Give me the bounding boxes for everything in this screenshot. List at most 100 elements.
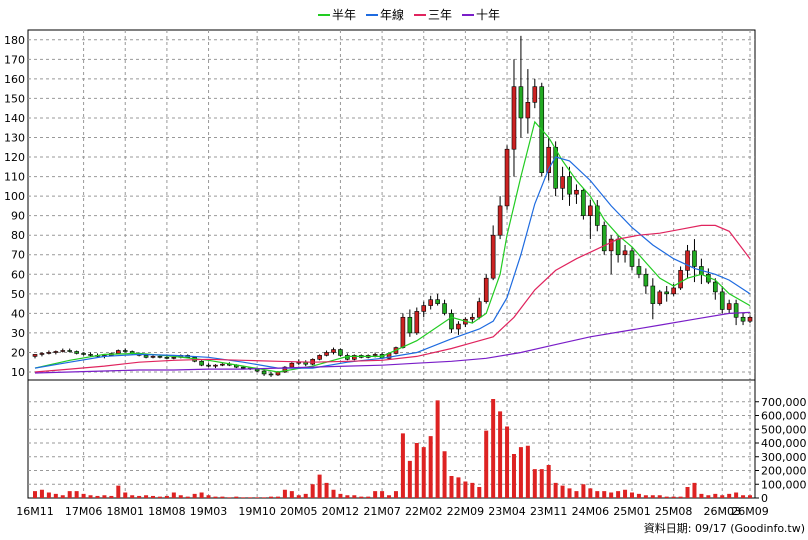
volume-bar xyxy=(602,491,607,498)
volume-tick-label: 500,000 xyxy=(761,423,807,436)
volume-bar xyxy=(88,495,93,498)
volume-bar xyxy=(393,491,398,498)
price-tick-label: 120 xyxy=(4,151,25,164)
candle-body xyxy=(268,373,274,376)
volume-bar xyxy=(164,495,169,498)
price-gridlines xyxy=(28,30,755,380)
x-tick-label: 18M08 xyxy=(148,505,186,518)
price-tick-label: 100 xyxy=(4,190,25,203)
candle-body xyxy=(143,355,149,358)
x-tick-label: 26M03 xyxy=(703,505,741,518)
candle-body xyxy=(601,225,607,252)
volume-bar xyxy=(407,460,412,498)
candle-body xyxy=(442,303,447,314)
candle-body xyxy=(476,301,482,318)
volume-bar xyxy=(46,492,51,498)
ma-line-三年 xyxy=(34,224,751,373)
candle-body xyxy=(678,270,683,289)
candle-body xyxy=(435,299,440,304)
volume-bar xyxy=(81,493,86,498)
volume-bar xyxy=(387,495,392,498)
volume-bar xyxy=(463,481,468,498)
candle-body xyxy=(289,362,295,368)
volume-bar xyxy=(53,493,58,498)
ma-line-年線 xyxy=(34,156,751,369)
volume-bar xyxy=(95,495,100,498)
volume-bar xyxy=(505,426,510,498)
volume-bar xyxy=(428,436,433,498)
candle-body xyxy=(324,352,329,356)
legend-label: 年線 xyxy=(380,7,404,22)
candle-body xyxy=(483,277,489,302)
candle-body xyxy=(629,250,635,267)
candle-body xyxy=(164,357,170,359)
volume-bar xyxy=(692,482,697,498)
volume-bar xyxy=(324,482,329,498)
price-tick-label: 90 xyxy=(11,210,25,223)
price-tick-label: 160 xyxy=(4,73,25,86)
candle-body xyxy=(740,316,746,322)
volume-bar xyxy=(511,454,516,498)
volume-bar xyxy=(400,433,405,498)
volume-bars xyxy=(33,399,752,498)
volume-bar xyxy=(727,493,732,498)
volume-bar xyxy=(241,497,246,498)
volume-bar xyxy=(525,445,530,498)
volume-bar xyxy=(470,482,475,498)
volume-bar xyxy=(713,493,718,498)
volume-bar xyxy=(720,495,725,498)
volume-bar xyxy=(581,484,586,498)
legend-label: 十年 xyxy=(476,8,500,22)
candle-body xyxy=(608,238,614,252)
price-tick-label: 140 xyxy=(4,112,25,125)
volume-bar xyxy=(234,496,239,498)
candle-body xyxy=(421,305,427,312)
volume-panel-frame xyxy=(27,379,756,499)
candle-body xyxy=(490,234,496,279)
candle-body xyxy=(414,311,420,334)
ma-line-十年 xyxy=(34,311,751,374)
volume-bar xyxy=(60,495,65,498)
volume-bar xyxy=(706,495,711,498)
volume-bar xyxy=(109,495,114,498)
x-tick-label: 18M01 xyxy=(106,505,144,518)
volume-bar xyxy=(539,469,544,498)
volume-bar xyxy=(699,493,704,498)
x-tick-label: 22M02 xyxy=(405,505,443,518)
volume-bar xyxy=(588,488,593,498)
volume-bar xyxy=(352,495,357,498)
volume-bar xyxy=(685,487,690,498)
volume-bar xyxy=(373,491,378,498)
candle-body xyxy=(497,205,503,236)
candle-body xyxy=(643,273,649,287)
candle-body xyxy=(46,352,52,354)
x-tick-label: 24M06 xyxy=(572,505,610,518)
volume-bar xyxy=(144,495,149,498)
candle-body xyxy=(282,366,288,373)
candle-body xyxy=(581,189,586,216)
price-tick-label: 30 xyxy=(11,327,25,340)
candle-body xyxy=(338,349,343,356)
price-tick-label: 60 xyxy=(11,268,25,281)
candle-body xyxy=(567,176,572,195)
candle-body xyxy=(525,102,531,119)
volume-bar xyxy=(289,491,294,498)
candle-body xyxy=(685,250,690,271)
volume-bar xyxy=(650,495,655,498)
volume-bar xyxy=(33,491,37,498)
volume-bar xyxy=(553,482,558,498)
candle-body xyxy=(60,350,66,352)
price-y-axis: 10 20 30 40 50 60 70 80 90 100 110 120 130 140 150 160 1… xyxy=(4,34,25,379)
volume-bar xyxy=(262,497,267,498)
candle-body xyxy=(157,356,163,358)
volume-bar xyxy=(102,495,107,498)
x-tick-label: 20M12 xyxy=(322,505,360,518)
volume-bar xyxy=(435,400,440,498)
source-label: 資料日期: 09/17 (Goodinfo.tw) xyxy=(644,521,805,535)
candle-body xyxy=(657,291,663,304)
volume-bar xyxy=(178,495,183,498)
volume-bar xyxy=(303,493,308,498)
legend-label: 三年 xyxy=(428,8,452,22)
candle-body xyxy=(747,316,753,322)
price-tick-label: 10 xyxy=(11,366,25,379)
